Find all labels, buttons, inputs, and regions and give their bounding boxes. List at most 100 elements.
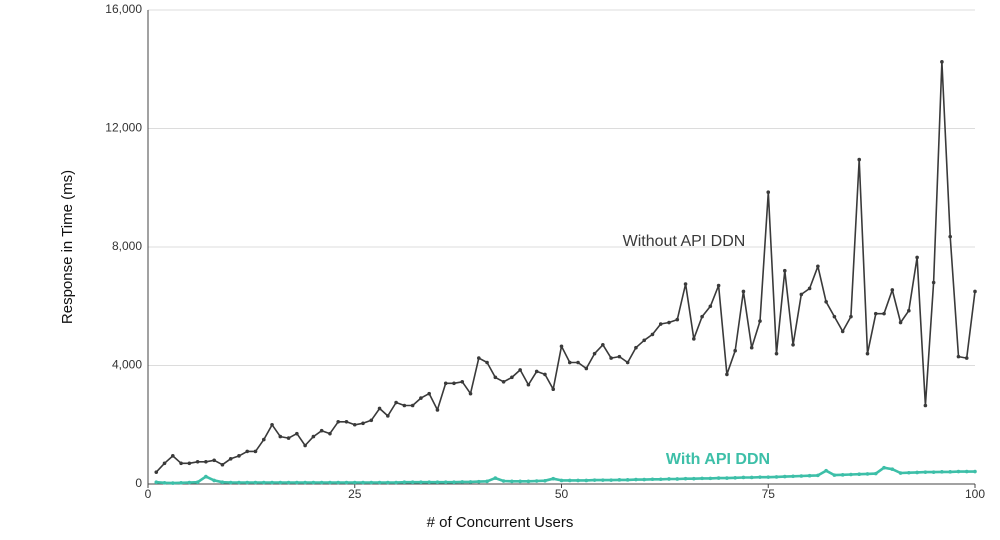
data-point xyxy=(228,457,233,461)
data-point xyxy=(237,454,241,458)
data-point xyxy=(816,264,820,269)
data-point xyxy=(501,479,506,483)
data-point xyxy=(534,479,539,483)
data-point xyxy=(576,478,580,483)
data-point xyxy=(799,474,804,478)
data-point xyxy=(832,314,837,319)
data-point xyxy=(923,470,928,474)
data-point xyxy=(410,403,415,408)
data-point xyxy=(601,342,605,347)
data-point xyxy=(435,480,440,485)
data-point xyxy=(187,480,192,485)
data-point xyxy=(749,345,754,350)
data-point xyxy=(319,480,324,485)
data-point xyxy=(907,308,911,313)
data-point xyxy=(617,354,622,359)
data-point xyxy=(377,480,382,485)
data-point xyxy=(394,480,398,485)
y-axis-title: Response in Time (ms) xyxy=(59,170,76,324)
data-point xyxy=(782,474,787,479)
data-point xyxy=(915,255,919,260)
data-point xyxy=(220,462,225,467)
data-point xyxy=(782,268,787,273)
data-point xyxy=(179,461,183,466)
data-point xyxy=(485,360,489,365)
data-point xyxy=(948,470,952,474)
data-point xyxy=(716,283,721,288)
data-point xyxy=(857,472,862,477)
data-point xyxy=(328,431,332,436)
data-point xyxy=(642,477,646,482)
data-point xyxy=(179,481,183,485)
data-point xyxy=(890,467,895,471)
data-point xyxy=(419,480,423,485)
data-point xyxy=(212,458,216,463)
data-point xyxy=(220,480,225,485)
data-point xyxy=(964,356,969,360)
data-point xyxy=(907,470,911,475)
data-point xyxy=(865,472,870,476)
data-point xyxy=(510,375,514,380)
data-point xyxy=(427,480,431,485)
data-point xyxy=(667,320,671,325)
series-line xyxy=(155,61,976,473)
data-point xyxy=(766,475,771,479)
y-tick-label: 0 xyxy=(135,476,142,490)
data-point xyxy=(394,400,398,405)
data-point xyxy=(940,470,944,474)
data-point xyxy=(245,480,250,485)
data-point xyxy=(832,473,837,477)
data-point xyxy=(361,480,365,485)
data-point xyxy=(361,421,365,426)
data-point xyxy=(758,319,762,323)
data-point xyxy=(410,480,415,485)
data-point xyxy=(311,434,316,439)
data-point xyxy=(799,292,804,297)
data-point xyxy=(741,289,746,294)
data-point xyxy=(642,338,646,343)
data-point xyxy=(617,478,622,482)
data-point xyxy=(402,403,407,408)
data-point xyxy=(419,396,423,400)
data-point xyxy=(171,454,175,458)
data-point xyxy=(675,477,680,481)
data-point xyxy=(460,480,465,484)
data-point xyxy=(228,480,233,485)
data-point xyxy=(187,461,192,466)
data-point xyxy=(849,472,853,477)
series-line xyxy=(156,466,975,485)
data-point xyxy=(940,60,944,64)
data-point xyxy=(195,480,200,485)
data-point xyxy=(873,471,878,476)
data-point xyxy=(551,476,556,481)
data-point xyxy=(154,480,159,485)
data-point xyxy=(295,431,299,436)
x-tick-label: 75 xyxy=(762,487,776,501)
data-point xyxy=(526,479,531,484)
data-point xyxy=(369,480,374,485)
data-point xyxy=(741,475,746,480)
data-point xyxy=(658,477,663,482)
data-point xyxy=(477,479,481,484)
data-point xyxy=(650,477,655,482)
data-point xyxy=(270,422,274,427)
data-point xyxy=(261,480,266,485)
data-point xyxy=(758,475,762,479)
data-point xyxy=(683,282,688,286)
data-point xyxy=(328,480,332,485)
data-point xyxy=(915,470,919,475)
data-point xyxy=(195,459,200,464)
data-point xyxy=(212,478,216,483)
data-point xyxy=(898,471,903,475)
data-point xyxy=(849,314,853,319)
data-point xyxy=(749,475,754,480)
data-point xyxy=(336,480,341,485)
data-point xyxy=(534,369,539,374)
data-point xyxy=(692,476,696,481)
data-point xyxy=(510,479,514,484)
data-point xyxy=(253,480,258,485)
data-point xyxy=(369,418,374,423)
data-point xyxy=(344,419,349,424)
data-point xyxy=(352,422,357,427)
data-point xyxy=(485,479,489,484)
